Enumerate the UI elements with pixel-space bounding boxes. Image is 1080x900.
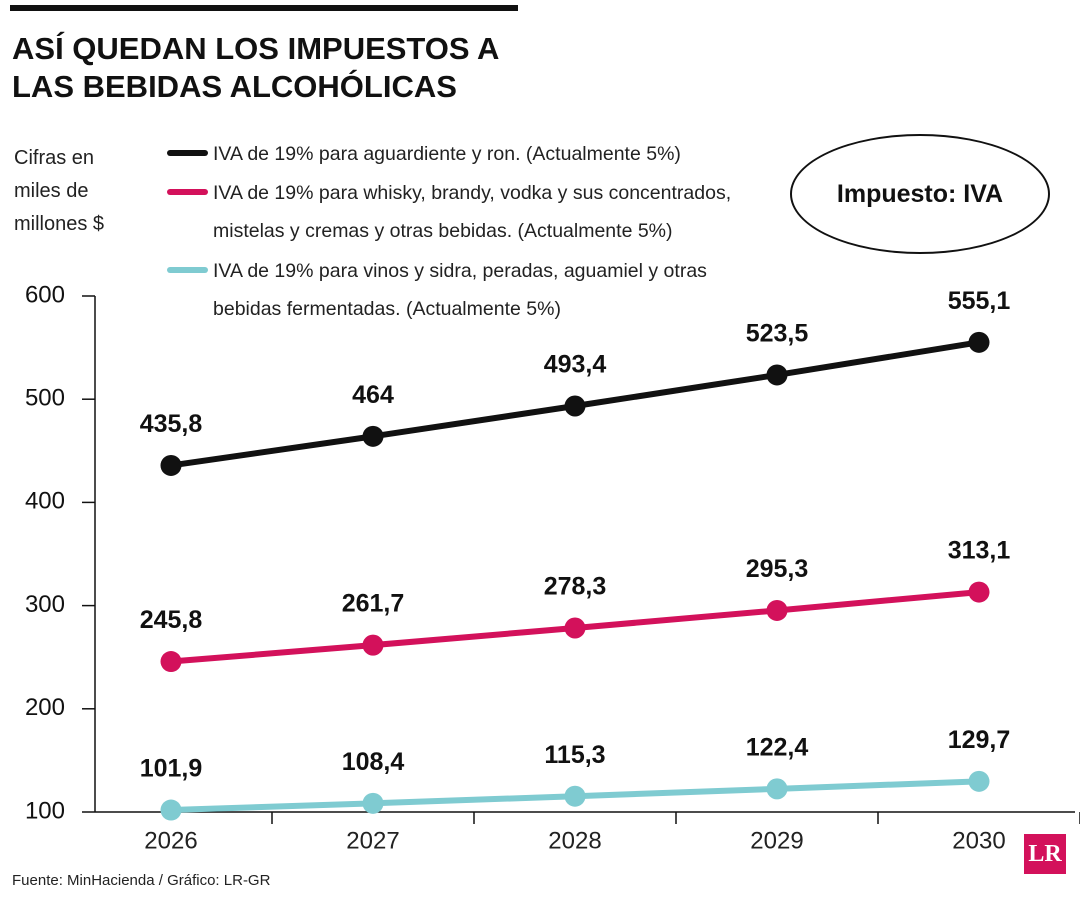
logo: LR: [1024, 834, 1066, 874]
x-tick-label: 2029: [750, 827, 803, 854]
y-tick-label: 600: [25, 281, 65, 308]
top-rule: [10, 5, 518, 11]
y-tick-label: 200: [25, 694, 65, 721]
data-point: [362, 792, 384, 814]
data-point: [766, 778, 788, 800]
data-label: 464: [352, 381, 394, 409]
data-label: 108,4: [342, 748, 405, 776]
data-point: [766, 599, 788, 621]
data-label: 435,8: [140, 410, 203, 438]
data-point: [160, 454, 182, 476]
data-point: [160, 651, 182, 673]
data-point: [564, 617, 586, 639]
source: Fuente: MinHacienda / Gráfico: LR-GR: [12, 872, 271, 889]
data-label: 245,8: [140, 606, 203, 634]
data-point: [968, 581, 990, 603]
legend-label: IVA de 19% para whisky, brandy, vodka y …: [213, 182, 732, 242]
x-tick-label: 2028: [548, 827, 601, 854]
y-tick-label: 300: [25, 591, 65, 618]
data-label: 295,3: [746, 555, 809, 583]
data-point: [766, 364, 788, 386]
annotation: Impuesto: IVA: [836, 179, 1004, 208]
data-label: 278,3: [544, 573, 607, 601]
data-point: [968, 770, 990, 792]
x-tick-label: 2030: [952, 827, 1005, 854]
data-point: [160, 799, 182, 821]
legend-label: IVA de 19% para vinos y sidra, peradas, …: [213, 260, 707, 320]
data-label: 101,9: [140, 755, 203, 783]
annotation-ellipse: Impuesto: IVA: [790, 134, 1050, 254]
data-label: 523,5: [746, 320, 809, 348]
data-label: 129,7: [948, 726, 1011, 754]
y-tick-label: 400: [25, 488, 65, 515]
data-label: 493,4: [544, 351, 607, 379]
data-point: [362, 634, 384, 656]
data-label: 313,1: [948, 537, 1011, 565]
x-tick-label: 2026: [144, 827, 197, 854]
chart-title: ASÍ QUEDAN LOS IMPUESTOS A LAS BEBIDAS A…: [12, 31, 499, 104]
data-label: 115,3: [544, 741, 605, 769]
x-tick-label: 2027: [346, 827, 399, 854]
data-point: [968, 331, 990, 353]
data-label: 261,7: [342, 590, 405, 618]
y-axis-label: Cifras en miles de millones $: [14, 147, 105, 235]
data-point: [564, 785, 586, 807]
data-point: [564, 395, 586, 417]
data-label: 555,1: [948, 287, 1011, 315]
y-tick-label: 100: [25, 797, 65, 824]
data-label: 122,4: [746, 733, 809, 761]
y-tick-label: 500: [25, 385, 65, 412]
data-point: [362, 425, 384, 447]
legend-label: IVA de 19% para aguardiente y ron. (Actu…: [213, 143, 681, 165]
